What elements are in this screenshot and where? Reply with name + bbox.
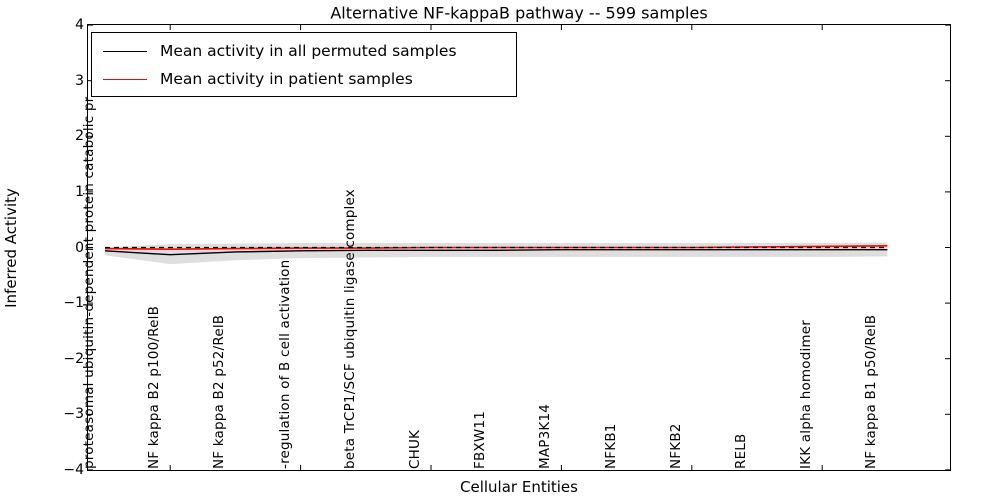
red-line-icon bbox=[103, 78, 147, 80]
y-tick-label: −4 bbox=[63, 461, 84, 478]
x-tick-label: proteasomal ubiquitin-dependent protein … bbox=[81, 96, 97, 469]
chart-canvas bbox=[87, 24, 950, 470]
x-tick-label: beta TrCP1/SCF ubiquitin ligase complex bbox=[341, 189, 358, 469]
plot-area bbox=[86, 23, 951, 471]
legend-label-permuted: Mean activity in all permuted samples bbox=[160, 42, 457, 60]
legend-entry-permuted: Mean activity in all permuted samples bbox=[92, 37, 516, 65]
x-axis-label: Cellular Entities bbox=[460, 478, 578, 496]
y-tick-label: 3 bbox=[75, 72, 84, 89]
permuted-mean-line bbox=[104, 248, 887, 255]
black-line-icon bbox=[103, 50, 147, 52]
y-tick-label: 1 bbox=[75, 183, 84, 200]
legend-entry-patient: Mean activity in patient samples bbox=[92, 65, 516, 93]
y-tick-label: −3 bbox=[63, 406, 84, 423]
y-axis-label: Inferred Activity bbox=[2, 188, 20, 308]
legend: Mean activity in all permuted samples Me… bbox=[91, 32, 517, 97]
y-tick-label: −2 bbox=[63, 350, 84, 367]
x-tick-label: NF kappa B1 p50/RelB bbox=[863, 314, 880, 469]
legend-label-patient: Mean activity in patient samples bbox=[160, 70, 413, 88]
y-tick-label: −1 bbox=[63, 295, 84, 312]
x-tick-label: NFKB2 bbox=[667, 423, 684, 469]
permuted-range-band bbox=[104, 241, 887, 264]
x-tick-label: NF kappa B2 p100/RelB bbox=[146, 305, 163, 469]
y-tick-label: 4 bbox=[75, 17, 84, 34]
x-tick-label: CHUK bbox=[407, 429, 423, 469]
y-tick-label: 0 bbox=[75, 239, 84, 256]
chart-title: Alternative NF-kappaB pathway -- 599 sam… bbox=[330, 3, 708, 23]
x-tick-label: -regulation of B cell activation bbox=[276, 259, 293, 469]
x-tick-label: NF kappa B2 p52/RelB bbox=[211, 314, 228, 469]
y-tick-label: 2 bbox=[75, 128, 84, 145]
x-tick-label: FBXW11 bbox=[472, 410, 489, 469]
x-tick-label: RELB bbox=[733, 433, 749, 470]
x-tick-label: NFKB1 bbox=[602, 423, 619, 469]
x-tick-label: IKK alpha homodimer bbox=[798, 319, 815, 469]
x-tick-label: MAP3K14 bbox=[537, 403, 554, 469]
